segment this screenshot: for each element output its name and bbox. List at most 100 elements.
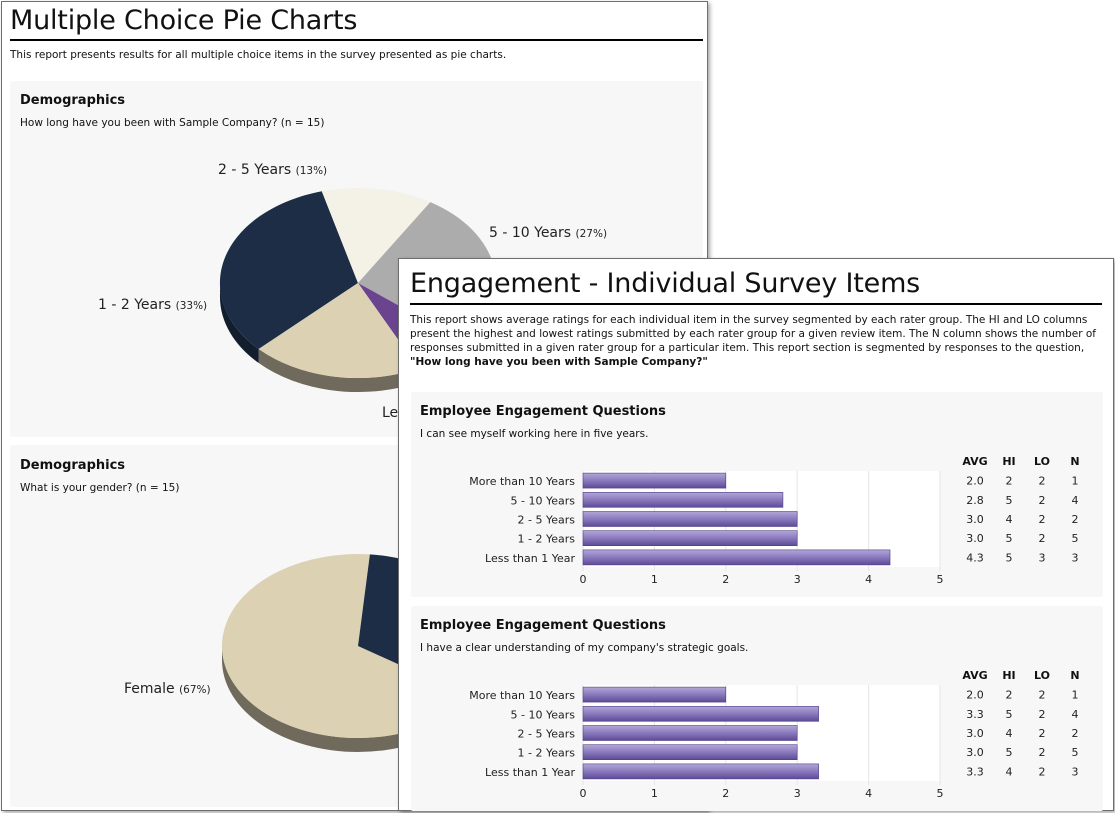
table-cell: 3 — [1072, 551, 1079, 564]
x-tick-label: 4 — [865, 787, 872, 800]
table-cell: 3.3 — [966, 765, 984, 778]
ratings-bar-chart: 0 1 2 3 4 5 More than 10 Years 5 - 10 Years 2 - … — [469, 669, 1079, 800]
pie-slice-less-than-1-year — [258, 283, 419, 379]
x-tick-label: 0 — [580, 573, 587, 586]
table-cell: 4.3 — [966, 551, 984, 564]
table-cell: 5 — [1006, 708, 1013, 721]
table-cell: 3.0 — [966, 532, 984, 545]
table-cell: 3.0 — [966, 513, 984, 526]
table-cell: 5 — [1006, 746, 1013, 759]
table-cell: 5 — [1006, 532, 1013, 545]
page-title: Multiple Choice Pie Charts — [10, 5, 358, 36]
table-cell: 4 — [1072, 494, 1079, 507]
intro-question: "How long have you been with Sample Comp… — [410, 356, 708, 368]
table-cell: 4 — [1006, 513, 1013, 526]
section-title: Demographics — [20, 93, 126, 108]
category-label: More than 10 Years — [469, 689, 575, 702]
table-cell: 2 — [1072, 513, 1079, 526]
table-cell: 2 — [1039, 727, 1046, 740]
table-header: LO — [1034, 455, 1050, 468]
x-tick-label: 5 — [937, 787, 944, 800]
category-label: Less than 1 Year — [485, 766, 575, 779]
table-cell: 2 — [1006, 689, 1013, 702]
bar — [582, 763, 819, 780]
table-cell: 5 — [1006, 551, 1013, 564]
x-tick-label: 3 — [794, 787, 801, 800]
ratings-bar-chart: 0 1 2 3 4 5 More than 10 Years 5 - 10 Years 2 - … — [469, 455, 1079, 586]
table-cell: 5 — [1072, 532, 1079, 545]
category-label: 5 - 10 Years — [511, 494, 576, 507]
x-tick-label: 1 — [651, 787, 658, 800]
table-cell: 5 — [1072, 746, 1079, 759]
title-divider — [10, 39, 703, 41]
category-label: 5 - 10 Years — [511, 708, 576, 721]
category-label: 2 - 5 Years — [518, 728, 576, 741]
pie-label-female: Female (67%) — [124, 681, 211, 697]
page-intro: This report presents results for all mul… — [10, 49, 507, 61]
table-cell: 2 — [1039, 494, 1046, 507]
bar — [582, 530, 798, 546]
pie-label-less-than-1-year: Le — [382, 405, 399, 421]
table-cell: 5 — [1006, 494, 1013, 507]
table-cell: 3 — [1072, 765, 1079, 778]
table-cell: 2 — [1072, 727, 1079, 740]
table-header: N — [1070, 669, 1079, 682]
item-question: I can see myself working here in five ye… — [420, 428, 649, 440]
intro-text: This report shows average ratings for ea… — [410, 314, 1096, 354]
category-label: 1 - 2 Years — [518, 533, 576, 546]
section-title: Employee Engagement Questions — [420, 404, 666, 419]
pie-slice-1-2-years — [219, 191, 358, 349]
table-cell: 2 — [1039, 746, 1046, 759]
bar — [582, 511, 798, 527]
pie-slice-2-5-years — [321, 187, 431, 283]
x-tick-label: 3 — [794, 573, 801, 586]
table-cell: 4 — [1072, 708, 1079, 721]
table-header: AVG — [962, 455, 987, 468]
bar — [582, 549, 891, 566]
bar — [582, 706, 819, 722]
table-cell: 2.8 — [966, 494, 984, 507]
table-cell: 3.0 — [966, 727, 984, 740]
table-cell: 2 — [1039, 475, 1046, 488]
engagement-question-section: Employee Engagement Questions I can see … — [411, 392, 1103, 597]
pie-label-1-2-years: 1 - 2 Years (33%) — [98, 297, 208, 313]
table-cell: 2 — [1039, 689, 1046, 702]
x-tick-label: 2 — [722, 573, 729, 586]
bar — [582, 725, 798, 741]
engagement-items-report-page: Engagement - Individual Survey Items Thi… — [398, 258, 1114, 811]
section-question: How long have you been with Sample Compa… — [20, 117, 325, 129]
table-cell: 3.0 — [966, 746, 984, 759]
table-header: HI — [1002, 455, 1015, 468]
table-cell: 1 — [1072, 475, 1079, 488]
page-intro: This report shows average ratings for ea… — [410, 313, 1104, 369]
x-tick-label: 0 — [580, 787, 587, 800]
table-header: AVG — [962, 669, 987, 682]
table-cell: 1 — [1072, 689, 1079, 702]
pie-label-2-5-years: 2 - 5 Years (13%) — [218, 162, 328, 178]
category-label: 1 - 2 Years — [518, 747, 576, 760]
section-title: Demographics — [20, 458, 126, 473]
table-cell: 3 — [1039, 551, 1046, 564]
table-cell: 4 — [1006, 765, 1013, 778]
x-tick-label: 5 — [937, 573, 944, 586]
table-header: N — [1070, 455, 1079, 468]
table-cell: 2 — [1039, 532, 1046, 545]
title-divider — [410, 303, 1102, 305]
page-title: Engagement - Individual Survey Items — [410, 268, 921, 299]
table-cell: 4 — [1006, 727, 1013, 740]
x-tick-label: 4 — [865, 573, 872, 586]
bar — [582, 492, 784, 508]
table-cell: 2.0 — [966, 475, 984, 488]
bar — [582, 744, 798, 760]
table-cell: 2 — [1039, 513, 1046, 526]
table-cell: 2.0 — [966, 689, 984, 702]
section-question: What is your gender? (n = 15) — [20, 482, 180, 494]
pie-depth-side-navy — [219, 283, 259, 363]
bar — [582, 686, 727, 703]
table-header: HI — [1002, 669, 1015, 682]
pie-label-5-10-years: 5 - 10 Years (27%) — [489, 225, 608, 241]
bar — [582, 472, 727, 489]
table-cell: 2 — [1039, 765, 1046, 778]
table-cell: 2 — [1006, 475, 1013, 488]
x-tick-label: 2 — [722, 787, 729, 800]
